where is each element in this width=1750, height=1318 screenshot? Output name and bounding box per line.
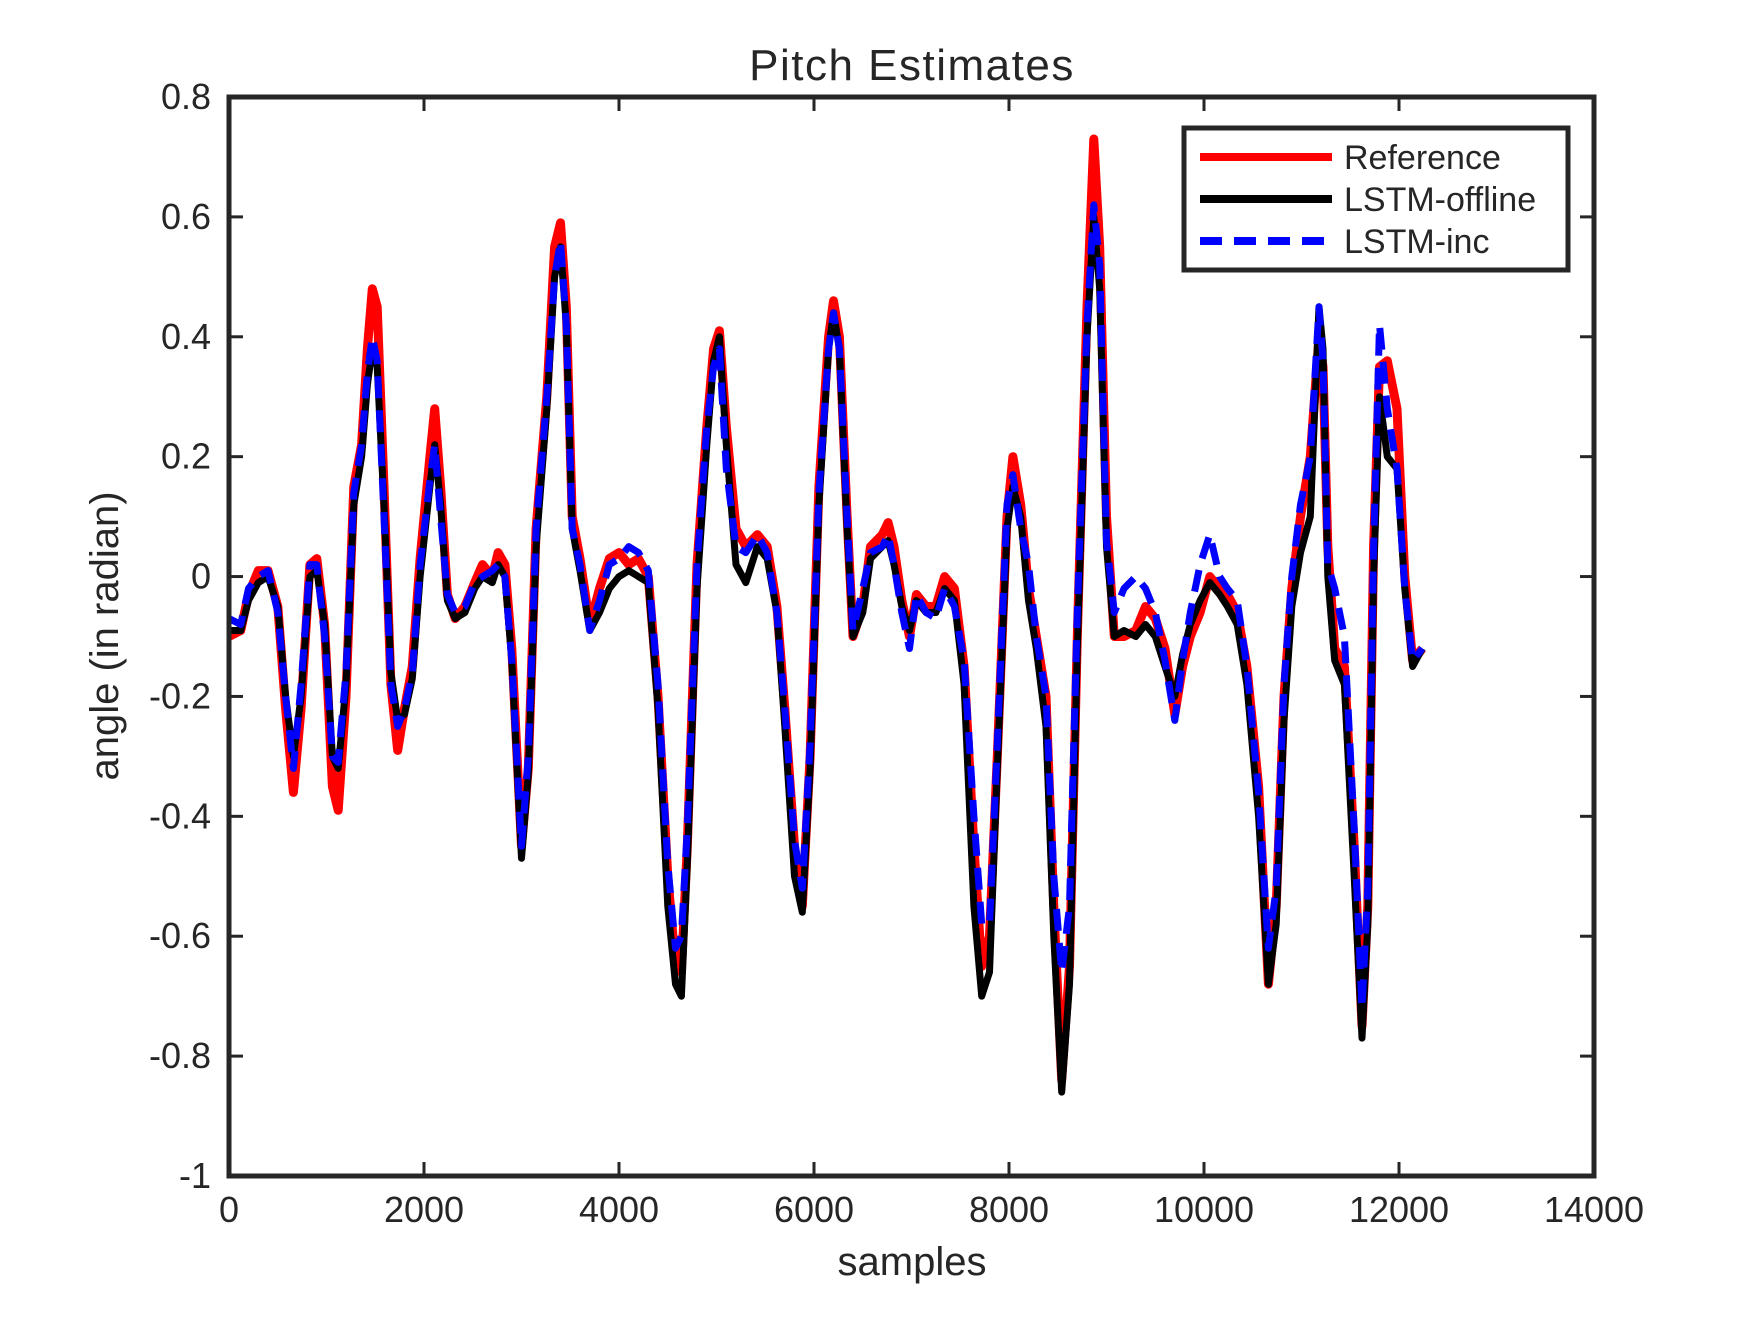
x-tick-label: 4000 (579, 1189, 659, 1230)
x-tick-label: 8000 (969, 1189, 1049, 1230)
legend-label: LSTM-offline (1344, 181, 1536, 219)
x-tick-label: 6000 (774, 1189, 854, 1230)
x-tick-labels: 0 2000 4000 6000 8000 10000 12000 14000 (219, 1189, 1644, 1230)
x-tick-label: 12000 (1349, 1189, 1449, 1230)
legend: Reference LSTM-offline LSTM-inc (1181, 125, 1571, 273)
y-tick-label: 0.2 (161, 436, 211, 477)
series-line-lstm-inc (227, 201, 1426, 1012)
x-tick-label: 14000 (1544, 1189, 1644, 1230)
series-lines (226, 134, 1426, 1096)
x-tick-label: 2000 (384, 1189, 464, 1230)
y-tick-label: 0 (191, 556, 211, 597)
y-tick-label: -1 (179, 1155, 211, 1196)
x-tick-label: 0 (219, 1189, 239, 1230)
plot-area-frame (226, 94, 1597, 1179)
y-tick-labels: -1 -0.8 -0.6 -0.4 -0.2 0 0.2 0.4 0.6 0.8 (149, 76, 211, 1196)
legend-label: LSTM-inc (1344, 223, 1489, 261)
y-tick-label: 0.6 (161, 196, 211, 237)
y-axis-label: angle (in radian) (83, 491, 127, 780)
legend-label: Reference (1344, 139, 1501, 177)
y-tick-label: -0.8 (149, 1035, 211, 1076)
y-tick-label: -0.4 (149, 795, 211, 836)
chart-title: Pitch Estimates (749, 41, 1075, 90)
y-tick-label: 0.4 (161, 316, 211, 357)
y-tick-label: -0.6 (149, 915, 211, 956)
x-tick-label: 10000 (1154, 1189, 1254, 1230)
y-tick-label: 0.8 (161, 76, 211, 117)
y-tick-label: -0.2 (149, 675, 211, 716)
x-axis-label: samples (838, 1240, 987, 1284)
